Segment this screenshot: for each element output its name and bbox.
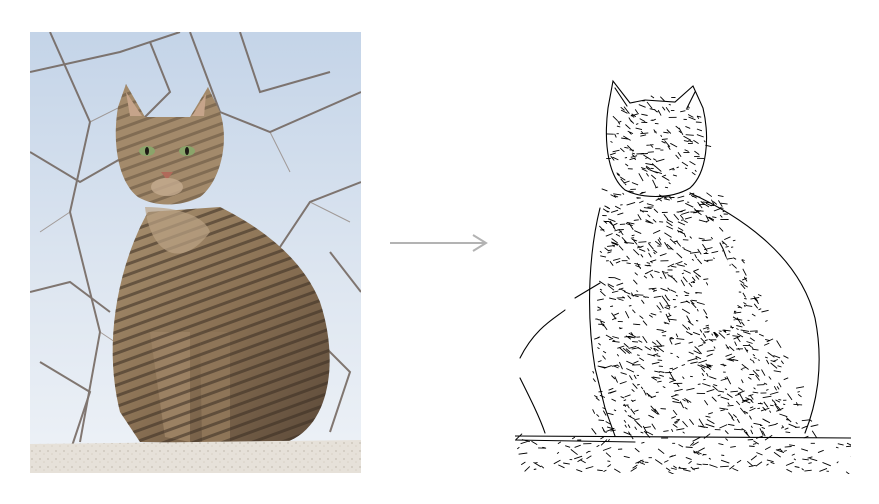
edge-map	[515, 78, 851, 474]
edge-texture-strokes	[515, 95, 851, 474]
edge-detection-image	[515, 78, 851, 474]
cat	[112, 84, 330, 444]
right-arrow-icon	[390, 234, 488, 252]
arrow	[388, 232, 490, 254]
stone-wall	[30, 440, 361, 473]
cat-photo	[30, 32, 361, 473]
cat-photo-image	[30, 32, 361, 473]
